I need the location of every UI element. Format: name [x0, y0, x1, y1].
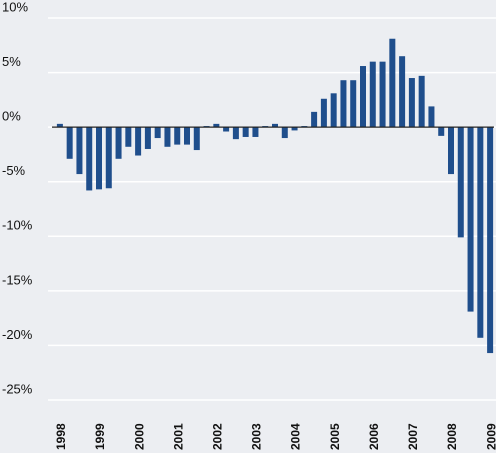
bar: [438, 127, 445, 136]
bar: [418, 75, 425, 128]
x-tick-label: 2006: [367, 423, 381, 450]
bar: [320, 98, 327, 128]
x-tick-label: 2009: [484, 423, 496, 450]
bar: [96, 127, 102, 190]
x-tick-label: 2001: [171, 423, 185, 450]
bar: [252, 127, 259, 137]
bar: [428, 106, 435, 128]
x-tick-label: 2007: [406, 423, 420, 450]
bar: [457, 127, 464, 238]
y-tick-label: -25%: [2, 381, 33, 396]
bar: [184, 127, 190, 145]
bar: [448, 127, 454, 175]
y-tick-label: -20%: [2, 327, 33, 342]
bar: [125, 127, 132, 147]
bar: [281, 127, 288, 139]
bar: [487, 127, 494, 354]
x-tick-label: 2002: [211, 423, 225, 450]
bar: [144, 127, 151, 149]
bar: [213, 123, 220, 128]
bar: [360, 66, 366, 128]
bar: [379, 61, 386, 128]
bar: [135, 127, 142, 156]
bar: [56, 123, 63, 128]
bar: [272, 123, 278, 128]
bar: [399, 56, 406, 128]
bar: [223, 127, 230, 132]
y-tick-label: -15%: [2, 272, 33, 287]
bar: [174, 127, 181, 145]
x-tick-label: 2003: [250, 423, 264, 450]
bar: [242, 127, 249, 137]
bar: [477, 127, 484, 338]
bar: [86, 127, 93, 191]
x-tick-label: 2000: [132, 423, 146, 450]
y-tick-label: 5%: [2, 54, 21, 69]
bar: [291, 127, 298, 131]
bar: [154, 127, 161, 139]
bar: [311, 111, 318, 128]
bar: [193, 127, 200, 151]
bar: [369, 61, 376, 128]
bar: [164, 127, 171, 147]
x-tick-label: 2004: [289, 423, 303, 450]
y-tick-label: -10%: [2, 218, 33, 233]
bar: [350, 80, 357, 128]
bar: [389, 38, 396, 128]
y-tick-label: 10%: [2, 0, 28, 14]
bar: [115, 127, 122, 159]
bar: [467, 127, 474, 312]
bar: [340, 80, 347, 128]
y-tick-label: -5%: [2, 163, 26, 178]
x-tick-label: 2008: [445, 423, 459, 450]
bar: [66, 127, 73, 159]
x-tick-label: 1998: [54, 423, 68, 450]
x-tick-label: 2005: [328, 423, 342, 450]
bar: [408, 78, 415, 128]
x-tick-label: 1999: [93, 423, 107, 450]
bar: [105, 127, 112, 189]
bar: [330, 93, 337, 128]
y-tick-label: 0%: [2, 109, 21, 124]
bar: [232, 127, 239, 140]
bar: [76, 127, 83, 175]
